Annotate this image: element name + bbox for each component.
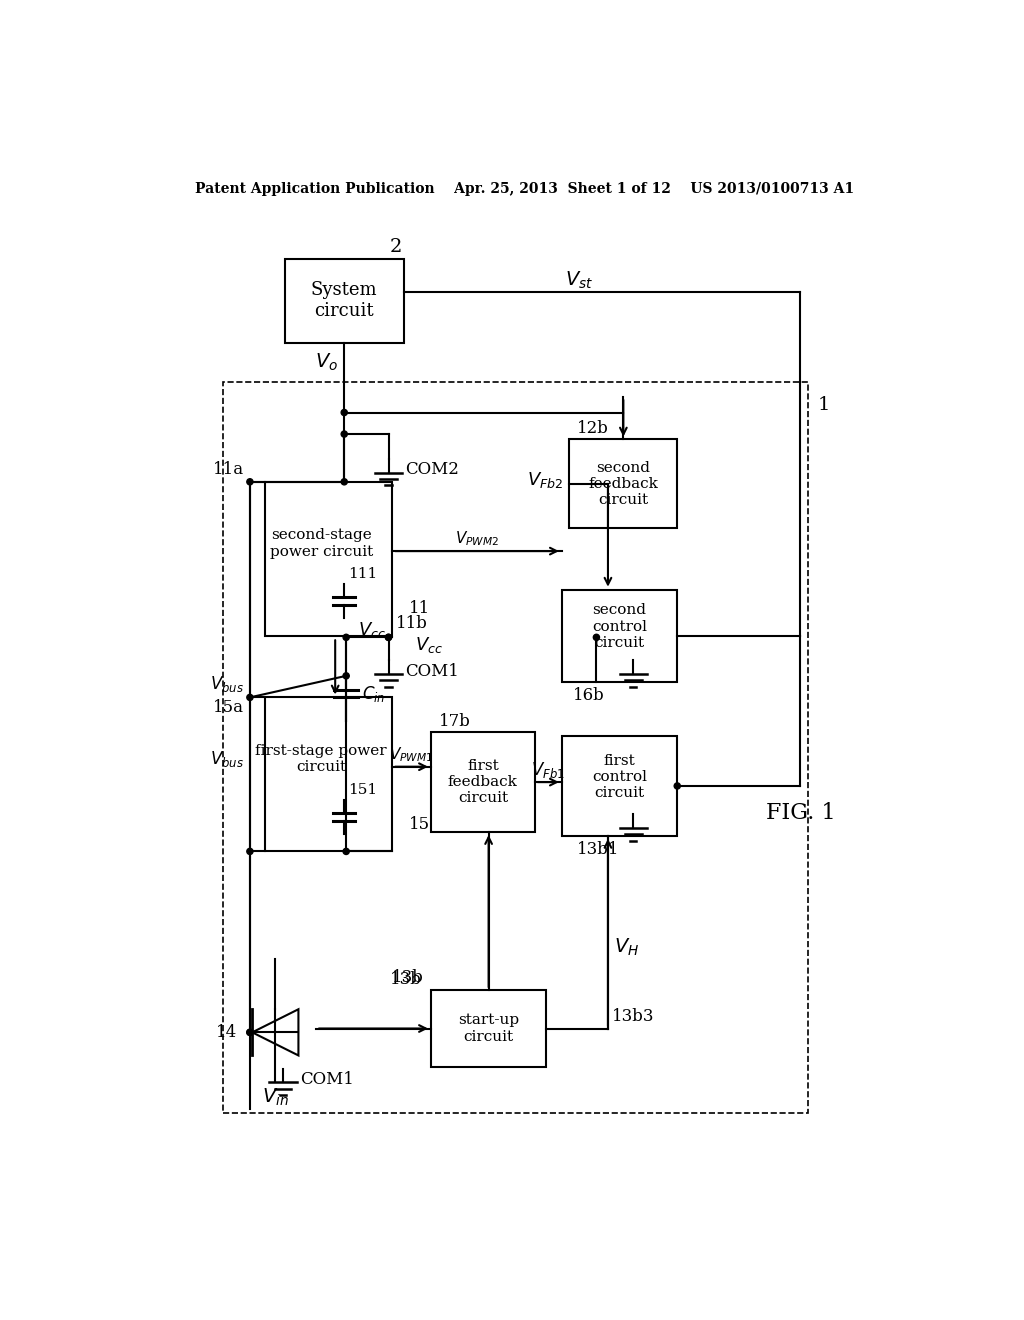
Text: 14: 14 (216, 1024, 237, 1041)
Text: 15a: 15a (213, 700, 244, 715)
Text: FIG. 1: FIG. 1 (766, 803, 836, 824)
Text: second
feedback
circuit: second feedback circuit (589, 461, 658, 507)
Text: $V_{st}$: $V_{st}$ (565, 269, 593, 290)
Text: $V_{cc}$: $V_{cc}$ (358, 619, 386, 640)
Text: first
feedback
circuit: first feedback circuit (447, 759, 518, 805)
Circle shape (341, 409, 347, 416)
Text: 17b: 17b (438, 713, 470, 730)
Text: 11b: 11b (396, 615, 428, 632)
Text: 13b3: 13b3 (611, 1007, 654, 1024)
Text: 13b: 13b (392, 969, 424, 986)
Text: 151: 151 (348, 783, 377, 797)
Bar (223, 381, 808, 1113)
Bar (562, 590, 677, 682)
Text: $V_{PWM2}$: $V_{PWM2}$ (455, 529, 500, 548)
Text: System
circuit: System circuit (311, 281, 378, 321)
Circle shape (343, 849, 349, 854)
Bar (431, 990, 547, 1067)
Text: $V_{Fb1}$: $V_{Fb1}$ (531, 760, 565, 780)
Text: 12b: 12b (578, 420, 609, 437)
Text: $V_{in}$: $V_{in}$ (262, 1088, 289, 1109)
Text: COM2: COM2 (406, 461, 460, 478)
Circle shape (593, 635, 599, 640)
Bar (431, 733, 535, 832)
Bar (562, 737, 677, 836)
Circle shape (341, 479, 347, 484)
Circle shape (343, 673, 349, 678)
Circle shape (385, 635, 391, 640)
Text: 111: 111 (348, 568, 377, 581)
Text: $V_{bus}$: $V_{bus}$ (210, 673, 244, 693)
Text: 16b: 16b (573, 688, 605, 705)
Text: 13b1: 13b1 (578, 841, 620, 858)
Text: $V_{PWM1}$: $V_{PWM1}$ (389, 744, 434, 764)
Circle shape (341, 432, 347, 437)
Circle shape (247, 849, 253, 854)
Text: 11: 11 (410, 601, 430, 618)
Circle shape (247, 479, 253, 484)
Text: $V_{cc}$: $V_{cc}$ (416, 635, 443, 655)
Text: $V_{bus}$: $V_{bus}$ (210, 748, 244, 770)
Text: first-stage power
circuit: first-stage power circuit (255, 744, 387, 774)
Text: start-up
circuit: start-up circuit (458, 1014, 519, 1044)
Text: COM1: COM1 (406, 663, 460, 680)
Text: 15: 15 (410, 816, 430, 833)
Text: second-stage
power circuit: second-stage power circuit (269, 528, 373, 558)
Bar (569, 440, 677, 528)
Text: 11a: 11a (213, 461, 244, 478)
Circle shape (247, 1030, 253, 1035)
Circle shape (247, 1030, 253, 1035)
Text: COM1: COM1 (300, 1071, 354, 1088)
Text: 2: 2 (390, 238, 402, 256)
Circle shape (385, 635, 391, 640)
Bar (265, 697, 392, 851)
Text: Patent Application Publication    Apr. 25, 2013  Sheet 1 of 12    US 2013/010071: Patent Application Publication Apr. 25, … (196, 182, 854, 197)
Text: $V_H$: $V_H$ (614, 937, 639, 958)
Text: $C_{in}$: $C_{in}$ (361, 684, 385, 704)
Circle shape (674, 783, 680, 789)
Text: second
control
circuit: second control circuit (592, 603, 647, 649)
Text: $V_{Fb2}$: $V_{Fb2}$ (527, 470, 563, 490)
Circle shape (343, 635, 349, 640)
Text: $V_o$: $V_o$ (315, 352, 338, 374)
Bar (265, 482, 392, 636)
Text: 13b: 13b (390, 970, 422, 987)
Text: first
control
circuit: first control circuit (592, 754, 647, 800)
Circle shape (247, 694, 253, 701)
Text: 1: 1 (817, 396, 829, 413)
Bar (285, 259, 403, 343)
